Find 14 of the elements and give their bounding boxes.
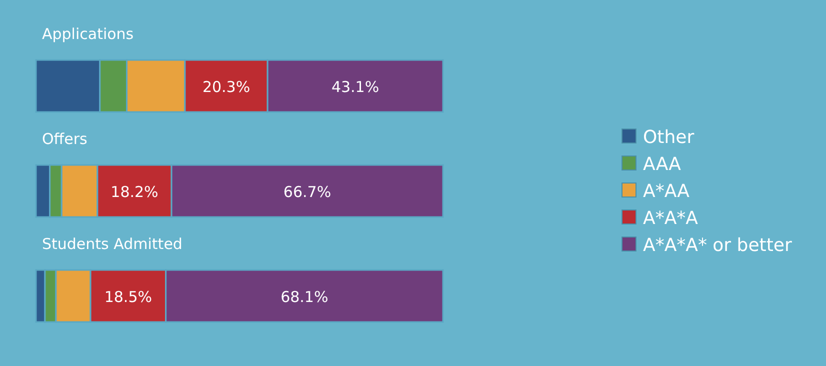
data-label: 18.2% [110, 183, 158, 201]
data-label: 43.1% [331, 78, 380, 96]
legend-label: AAA [643, 154, 682, 175]
legend-label: A*AA [643, 181, 690, 202]
legend-label: Other [643, 127, 695, 148]
legend-label: A*A*A* or better [643, 235, 792, 256]
data-label: 18.5% [104, 288, 152, 306]
legend-label: A*A*A [643, 208, 699, 229]
y-tick-label: Offers [42, 130, 88, 148]
data-label: 66.7% [283, 183, 332, 201]
data-label: 68.1% [280, 288, 328, 306]
y-tick-label: Applications [42, 25, 134, 43]
y-tick-label: Students Admitted [42, 235, 182, 253]
data-label: 20.3% [202, 78, 250, 96]
